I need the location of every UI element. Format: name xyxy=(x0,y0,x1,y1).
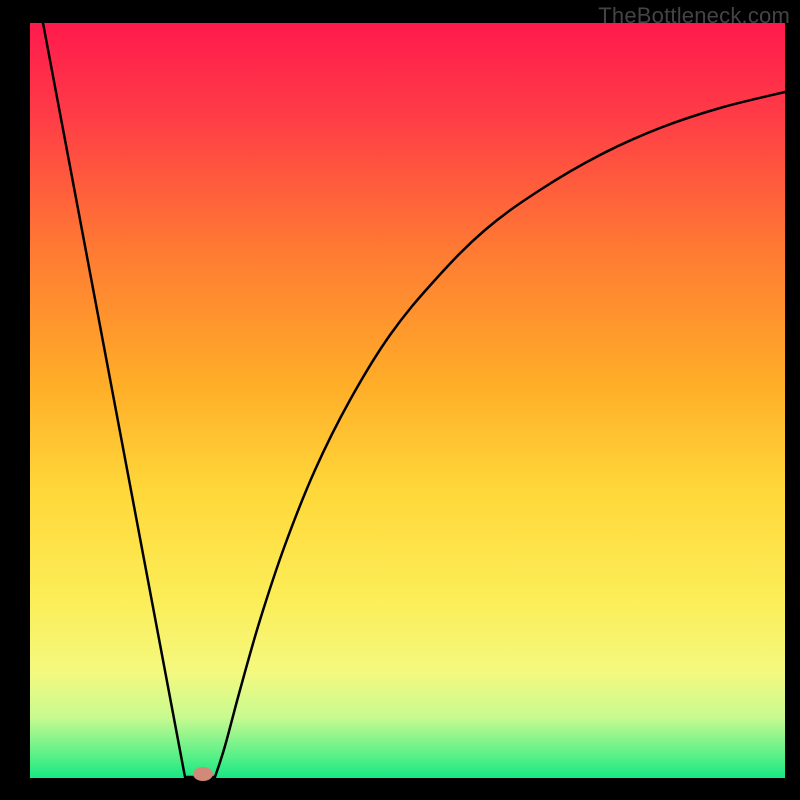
optimal-marker xyxy=(193,767,213,781)
chart-container: { "watermark": { "text": "TheBottleneck.… xyxy=(0,0,800,800)
plot-background xyxy=(30,23,785,778)
chart-svg xyxy=(0,0,800,800)
watermark-text: TheBottleneck.com xyxy=(598,3,790,29)
